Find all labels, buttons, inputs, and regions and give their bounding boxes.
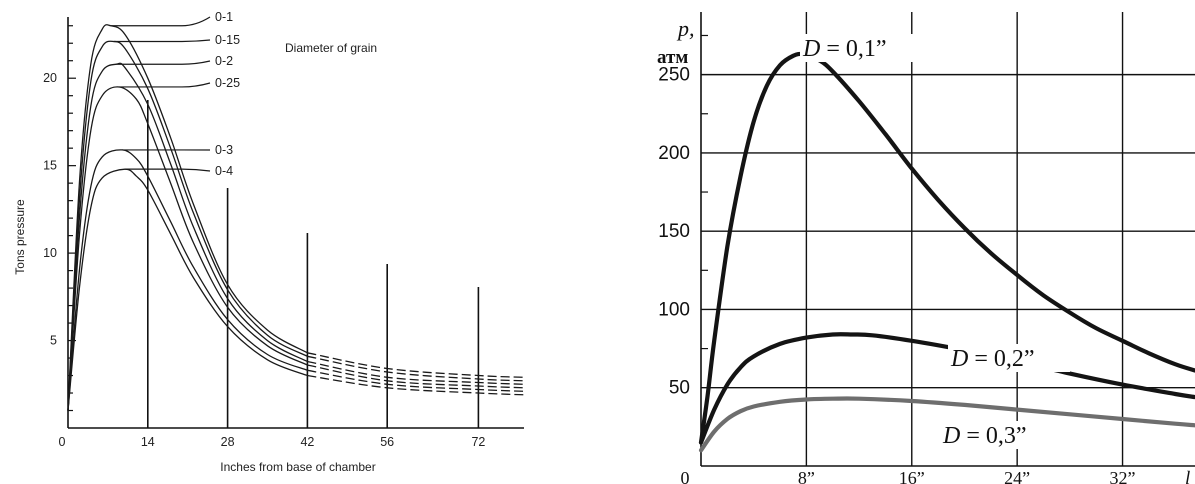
right-series-group bbox=[698, 51, 1195, 453]
left-series-leaders: 0-1 0-15 0-2 0-25 0-3 0-4 bbox=[110, 10, 240, 178]
left-series-label: 0-15 bbox=[215, 33, 240, 47]
right-series-line bbox=[698, 51, 1195, 445]
right-y-tick-label: 100 bbox=[658, 299, 690, 320]
right-grid bbox=[700, 12, 1195, 467]
left-x-tick-label: 0 bbox=[59, 435, 66, 449]
right-tick-labels: 0 8” 16” 24” 32” 50 100 150 200 250 bbox=[658, 65, 1135, 484]
right-y-tick-label: 150 bbox=[658, 221, 690, 242]
left-series-line bbox=[67, 149, 308, 411]
left-tick-labels: 0 14 28 42 56 72 5 10 15 20 bbox=[43, 71, 485, 449]
right-x-tick-label: 16” bbox=[899, 468, 925, 484]
left-series-line bbox=[67, 24, 308, 411]
left-annotation: Diameter of grain bbox=[285, 41, 377, 55]
left-series-leader bbox=[119, 82, 211, 88]
left-y-tick-label: 15 bbox=[43, 159, 57, 173]
right-series-label-bg bbox=[800, 34, 922, 62]
left-series-label: 0-2 bbox=[215, 54, 233, 68]
left-series-leader bbox=[116, 60, 211, 65]
left-series-line bbox=[67, 40, 308, 411]
right-series-line bbox=[698, 332, 1195, 445]
left-series-leader bbox=[110, 16, 211, 27]
left-series-group bbox=[67, 24, 525, 411]
left-series-label: 0-25 bbox=[215, 76, 240, 90]
right-y-tick-label: 250 bbox=[658, 65, 690, 86]
right-series-label-bg bbox=[940, 421, 1062, 449]
right-y-axis-label-symbol: p, bbox=[676, 16, 695, 41]
left-series-label: 0-1 bbox=[215, 10, 233, 24]
left-x-tick-label: 14 bbox=[141, 435, 155, 449]
right-x-tick-label: 24” bbox=[1004, 468, 1030, 484]
right-y-axis-label-unit: атм bbox=[657, 47, 688, 68]
left-x-tick-label: 42 bbox=[300, 435, 314, 449]
left-series-tail bbox=[307, 369, 525, 392]
right-x-tick-label: 0 bbox=[681, 468, 690, 484]
right-y-tick-label: 50 bbox=[669, 378, 690, 399]
left-series-tail bbox=[307, 374, 525, 396]
left-x-tick-label: 28 bbox=[221, 435, 235, 449]
right-series-label-bg bbox=[948, 344, 1070, 372]
left-series-tail bbox=[307, 352, 525, 378]
left-x-tick-label: 72 bbox=[471, 435, 485, 449]
right-x-tick-label: 8” bbox=[798, 468, 815, 484]
left-axes bbox=[67, 17, 524, 429]
left-y-tick-label: 5 bbox=[50, 334, 57, 348]
left-x-axis-label: Inches from base of chamber bbox=[220, 460, 375, 474]
right-series-labels: D = 0,1” D = 0,2” D = 0,3” bbox=[800, 34, 1070, 449]
left-series-leader bbox=[113, 39, 211, 43]
left-series-line bbox=[67, 86, 308, 411]
left-series-line bbox=[67, 168, 308, 411]
right-series-label: D = 0,1” bbox=[802, 36, 887, 62]
right-y-tick-label: 200 bbox=[658, 143, 690, 164]
left-series-label: 0-4 bbox=[215, 164, 233, 178]
left-series-tail bbox=[307, 364, 525, 389]
left-series-leader bbox=[125, 168, 211, 172]
right-series-label: D = 0,3” bbox=[942, 423, 1027, 449]
left-x-tick-label: 56 bbox=[380, 435, 394, 449]
right-series-label: D = 0,2” bbox=[950, 346, 1035, 372]
left-y-tick-label: 10 bbox=[43, 246, 57, 260]
right-x-tick-label: 32” bbox=[1110, 468, 1136, 484]
left-series-tail bbox=[307, 360, 525, 385]
left-series-label: 0-3 bbox=[215, 143, 233, 157]
left-series-tail bbox=[307, 355, 525, 382]
right-series-line bbox=[698, 396, 1195, 453]
left-y-axis-label: Tons pressure bbox=[13, 199, 27, 275]
left-y-tick-label: 20 bbox=[43, 71, 57, 85]
right-x-axis-end-label: l bbox=[1185, 468, 1190, 484]
left-series-line bbox=[67, 62, 308, 411]
